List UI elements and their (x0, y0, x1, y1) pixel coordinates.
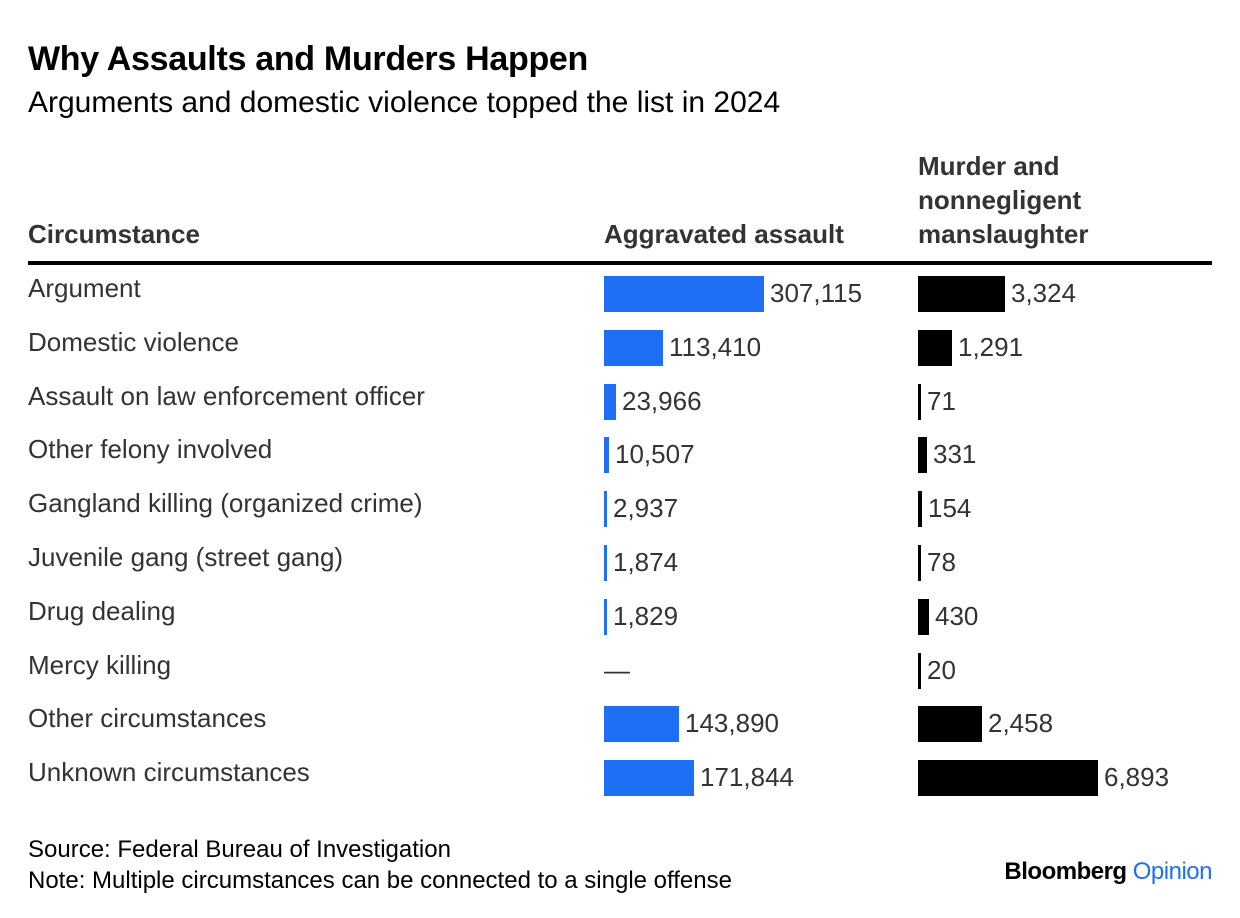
assault-value-label: 23,966 (622, 385, 702, 416)
row-label: Unknown circumstances (28, 757, 310, 788)
assault-bar (604, 329, 663, 366)
murder-bar (918, 329, 952, 366)
murder-value-label: 154 (928, 493, 972, 524)
header-murder: Murder and nonnegligent manslaughter (918, 151, 1089, 249)
row-label: Mercy killing (28, 649, 172, 680)
murder-bar (918, 760, 1098, 797)
brand-suffix: Opinion (1132, 858, 1213, 885)
header-circumstance: Circumstance (28, 219, 200, 249)
row-label: Other circumstances (28, 703, 267, 734)
brand-name: Bloomberg (1004, 858, 1127, 885)
murder-bar (918, 652, 921, 689)
assault-bar (604, 276, 764, 312)
assault-bar (604, 383, 616, 420)
assault-value-label: 171,844 (700, 762, 794, 793)
murder-value-label: 6,893 (1104, 762, 1170, 793)
assault-value-label: 10,507 (615, 439, 695, 470)
murder-bar (918, 545, 921, 581)
assault-value-label: 1,829 (613, 600, 679, 631)
bloomberg-opinion-logo: Bloomberg Opinion (1004, 858, 1212, 886)
assault-bar (604, 491, 607, 528)
footer-notes: Source: Federal Bureau of Investigation … (28, 834, 732, 896)
row-label: Drug dealing (28, 595, 176, 626)
murder-bar (918, 276, 1005, 312)
chart-subtitle: Arguments and domestic violence topped t… (28, 86, 781, 119)
murder-bar (918, 598, 929, 635)
assault-value-label: 307,115 (770, 278, 863, 308)
assault-bar (604, 706, 679, 743)
assault-value-label: 113,410 (669, 331, 762, 362)
murder-value-label: 2,458 (988, 708, 1054, 739)
row-label: Other felony involved (28, 434, 273, 465)
murder-bar (918, 437, 927, 474)
murder-value-label: 71 (927, 385, 956, 416)
row-label: Domestic violence (28, 326, 239, 357)
row-label: Gangland killing (organized crime) (28, 488, 423, 519)
murder-value-label: 331 (933, 439, 977, 470)
header-aggravated-assault: Aggravated assault (604, 219, 844, 249)
assault-bar (604, 760, 694, 797)
assault-value-label: 1,874 (613, 547, 679, 577)
header-rule (28, 261, 1212, 265)
murder-bar (918, 706, 982, 743)
row-label: Argument (28, 273, 141, 303)
murder-value-label: 1,291 (958, 331, 1024, 362)
assault-value-label: 143,890 (685, 708, 779, 739)
assault-value-label: — (604, 654, 630, 685)
assault-bar (604, 437, 609, 474)
murder-bar (918, 383, 921, 420)
row-label: Juvenile gang (street gang) (28, 542, 344, 572)
assault-value-label: 2,937 (613, 493, 679, 524)
row-label: Assault on law enforcement officer (28, 380, 425, 411)
source-text: Source: Federal Bureau of Investigation (28, 836, 451, 863)
murder-value-label: 430 (935, 600, 979, 631)
note-text: Note: Multiple circumstances can be conn… (28, 867, 732, 894)
murder-value-label: 20 (927, 654, 956, 685)
murder-value-label: 78 (927, 547, 956, 577)
chart-title: Why Assaults and Murders Happen (28, 40, 588, 78)
murder-value-label: 3,324 (1011, 278, 1077, 308)
murder-bar (918, 491, 922, 528)
assault-bar (604, 598, 607, 635)
assault-bar (604, 545, 607, 581)
